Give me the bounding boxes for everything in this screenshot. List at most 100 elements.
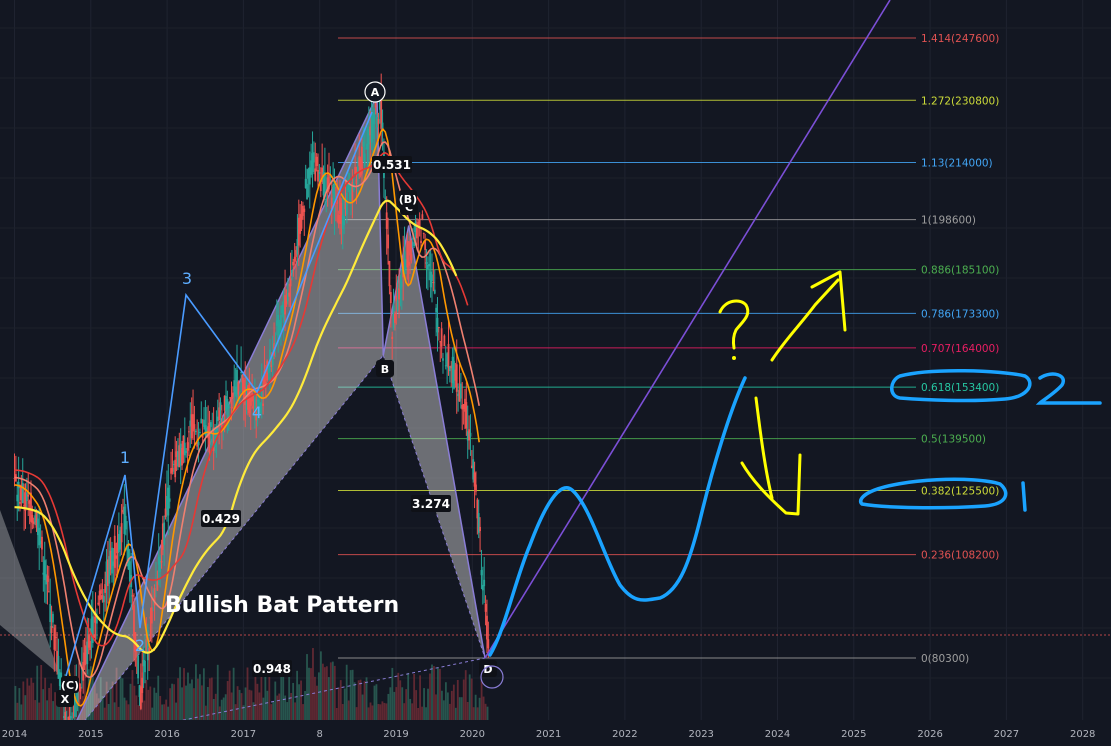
candle-body — [432, 282, 435, 284]
volume-bar — [270, 704, 273, 720]
candle-body — [380, 97, 383, 129]
candle-body — [407, 261, 410, 266]
candle-body — [466, 431, 469, 441]
candle-body — [101, 595, 104, 599]
candle-body — [30, 492, 32, 522]
candle-body — [138, 685, 141, 698]
volume-bar — [42, 689, 45, 720]
volume-bar — [177, 678, 179, 720]
candle-body — [223, 395, 226, 411]
candle-body — [484, 603, 487, 612]
ratio-label-box — [252, 660, 292, 677]
candle-body — [13, 478, 16, 480]
candle-body — [376, 117, 378, 128]
candle-body — [90, 618, 93, 635]
elliott-wave-line — [65, 111, 373, 677]
candle-body — [469, 432, 472, 437]
volume-bar — [183, 668, 185, 720]
candle-body — [263, 370, 266, 389]
volume-bar — [34, 700, 37, 720]
volume-bar — [478, 697, 481, 720]
volume-bar — [236, 686, 239, 720]
ratio-label-box — [411, 495, 451, 512]
candle-body — [131, 595, 134, 597]
volume-bar — [224, 694, 227, 720]
volume-bar — [458, 697, 461, 720]
candle-body — [347, 182, 350, 191]
candle-body — [472, 459, 475, 480]
pattern-point-label: A — [364, 81, 386, 103]
candle-body — [410, 254, 413, 261]
candle-body — [403, 251, 406, 262]
candle-body — [182, 435, 185, 455]
volume-bar — [193, 688, 195, 720]
point-text: A — [371, 86, 380, 99]
candle-body — [16, 494, 19, 502]
volume-bar — [361, 694, 364, 720]
candle-body — [313, 152, 315, 163]
candle-body — [100, 589, 102, 594]
candle-body — [56, 651, 58, 671]
fib-level-label: 0.382(125500) — [921, 485, 999, 497]
volume-bar — [329, 662, 332, 720]
candle-body — [462, 404, 465, 410]
volume-bar — [331, 661, 334, 720]
volume-bar — [159, 695, 162, 720]
candle-body — [112, 561, 115, 566]
candle-body — [36, 518, 39, 536]
candle-body — [251, 392, 253, 402]
candle-body — [204, 425, 207, 436]
volume-bar — [437, 667, 439, 720]
question-mark-dot — [732, 356, 736, 360]
x-axis: 2014 2015 2016 2017 8 2019 2020 2021 2022 2023 202… — [0, 720, 1111, 746]
volume-bar — [339, 680, 342, 720]
volume-bar — [187, 672, 189, 720]
point-box — [56, 690, 74, 707]
wave-label: 1 — [120, 448, 130, 467]
volume-bar — [468, 674, 471, 720]
volume-bar — [173, 684, 176, 720]
candle-body — [323, 172, 326, 197]
candle-body — [476, 499, 479, 519]
candle-body — [21, 482, 24, 504]
candle-body — [464, 398, 466, 412]
volume-bar — [107, 703, 110, 720]
volume-bar — [125, 700, 128, 720]
candle-body — [289, 278, 292, 287]
candle-body — [28, 500, 31, 504]
candle-body — [155, 584, 157, 586]
candle-body — [453, 360, 455, 389]
volume-bar — [58, 697, 60, 720]
volume-bar — [387, 693, 390, 720]
candle-body — [451, 356, 454, 384]
volume-bar — [341, 704, 344, 720]
candle-body — [332, 184, 335, 194]
candle-body — [448, 366, 451, 372]
volume-bar — [409, 698, 412, 720]
candle-body — [354, 167, 357, 174]
volume-bar — [40, 664, 43, 720]
volume-bar — [93, 683, 96, 720]
candle-body — [41, 536, 43, 550]
candle-body — [35, 510, 38, 528]
candle-body — [459, 383, 462, 399]
volume-bar — [111, 681, 114, 720]
candle-body — [156, 581, 159, 591]
candle-body — [78, 683, 80, 692]
candle-body — [216, 416, 219, 422]
candle-body — [437, 327, 440, 329]
volume-bar — [103, 707, 106, 720]
candle-body — [83, 652, 86, 666]
candle-body — [326, 177, 329, 192]
candle-body — [394, 313, 396, 323]
candle-body — [166, 495, 168, 510]
candle-body — [322, 171, 325, 196]
candle-body — [227, 405, 230, 409]
candle-body — [439, 341, 442, 343]
volume-bar — [54, 692, 56, 720]
volume-bar — [276, 695, 279, 720]
candle-body — [172, 464, 175, 466]
volume-bar — [208, 678, 211, 720]
candle-body — [417, 222, 420, 227]
candle-body — [285, 300, 288, 304]
